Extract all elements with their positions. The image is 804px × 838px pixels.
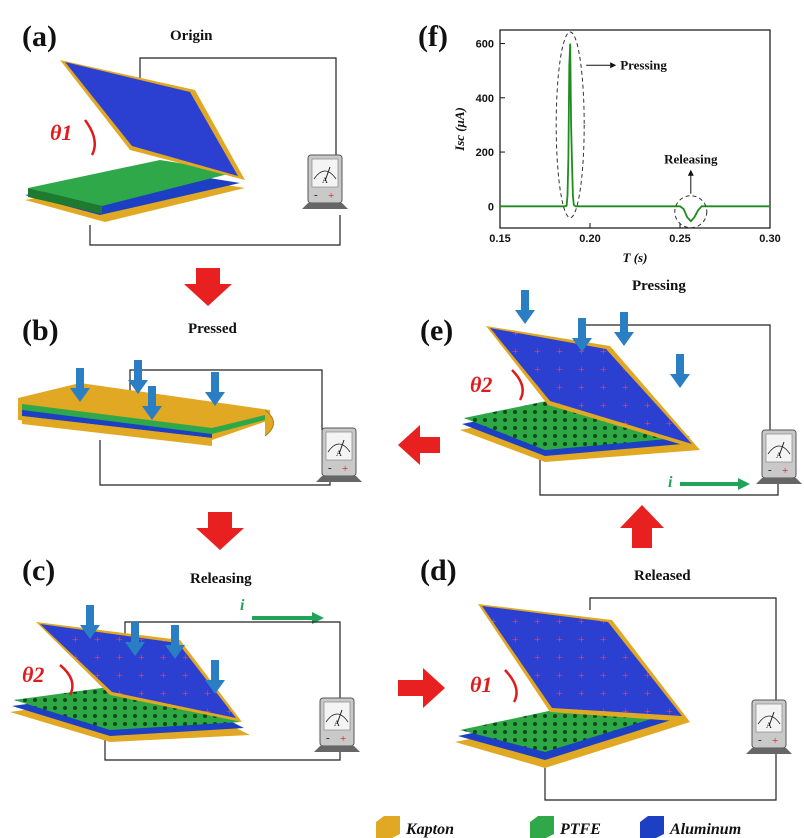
press-arrow-icon	[515, 290, 535, 324]
aluminum-plate	[40, 624, 236, 718]
panel-d: (d) Released θ1	[420, 554, 793, 801]
panel-c: (c) Releasing i θ2	[10, 554, 361, 761]
y-tick-label: 200	[476, 147, 494, 159]
y-tick-label: 0	[488, 201, 494, 213]
x-tick-label: 0.20	[579, 233, 600, 245]
panel-d-label: (d)	[420, 554, 457, 587]
ammeter-icon	[755, 429, 803, 485]
panel-b-title: Pressed	[188, 321, 238, 337]
series-line	[500, 43, 770, 223]
panel-a-label: (a)	[22, 20, 57, 53]
panel-a: (a) Origin θ1	[22, 20, 349, 246]
releasing-annotation: Releasing	[664, 152, 718, 167]
current-label: i	[668, 474, 673, 491]
legend: Kapton PTFE Aluminum	[376, 816, 741, 838]
x-axis-label: T (s)	[623, 250, 648, 265]
x-tick-label: 0.15	[489, 233, 510, 245]
arrow-down-icon	[184, 268, 232, 306]
aluminum-plate	[490, 328, 692, 444]
panel-a-title: Origin	[170, 28, 213, 44]
ptfe-layer	[28, 160, 236, 206]
panel-c-title: Releasing	[190, 571, 252, 587]
ammeter-icon	[301, 154, 349, 210]
panel-e: (e) Pressing i θ2	[420, 278, 803, 496]
press-arrow-icon	[128, 360, 148, 394]
legend-item-aluminum: Aluminum	[640, 816, 741, 838]
arrow-up-icon	[620, 505, 664, 548]
theta-label: θ1	[50, 120, 72, 145]
pressing-pointer-head	[610, 62, 617, 69]
pressing-ellipse	[555, 31, 585, 219]
panel-b: (b) Pressed	[18, 314, 363, 486]
legend-label: Kapton	[405, 821, 454, 838]
theta-label: θ2	[22, 662, 44, 687]
panel-e-label: (e)	[420, 314, 453, 347]
panel-e-title: Pressing	[632, 278, 686, 294]
releasing-pointer-head	[687, 169, 694, 176]
theta-label: θ2	[470, 372, 492, 397]
current-chart: 0.15 0.20 0.25 0.30 0 200 400 600 T (s) Isc (μA) P…	[452, 29, 781, 265]
x-tick-label: 0.25	[669, 233, 690, 245]
arrow-left-icon	[398, 425, 440, 465]
panel-c-label: (c)	[22, 554, 55, 587]
y-axis-label: Isc (μA)	[452, 107, 467, 152]
theta-label: θ1	[470, 672, 492, 697]
press-arrow-icon	[614, 312, 634, 346]
panel-b-label: (b)	[22, 314, 59, 347]
legend-label: PTFE	[559, 821, 601, 838]
arrow-down-icon	[196, 512, 244, 550]
aluminum-plate	[65, 62, 238, 176]
y-tick-label: 600	[476, 39, 494, 51]
aluminum-plate	[482, 606, 682, 716]
x-tick-label: 0.30	[759, 233, 780, 245]
ammeter-icon	[315, 427, 363, 483]
wire	[139, 57, 337, 205]
plot-frame	[499, 29, 771, 229]
y-tick-label: 400	[476, 93, 494, 105]
wire	[89, 215, 341, 246]
pressing-annotation: Pressing	[620, 57, 667, 72]
ammeter-icon	[745, 699, 793, 755]
press-arrow-icon	[205, 372, 225, 406]
legend-item-ptfe: PTFE	[530, 816, 601, 838]
current-label: i	[240, 597, 245, 614]
legend-item-kapton: Kapton	[376, 816, 454, 838]
arrow-right-icon	[398, 668, 445, 708]
releasing-ellipse	[674, 195, 708, 229]
panel-f: (f) 0.15 0.20 0.25 0.30 0 200 400 600 T (s) Isc (…	[418, 20, 781, 265]
legend-label: Aluminum	[669, 821, 741, 838]
press-arrow-icon	[670, 354, 690, 388]
ammeter-icon	[313, 697, 361, 753]
panel-d-title: Released	[634, 568, 691, 584]
panel-f-label: (f)	[418, 20, 448, 53]
